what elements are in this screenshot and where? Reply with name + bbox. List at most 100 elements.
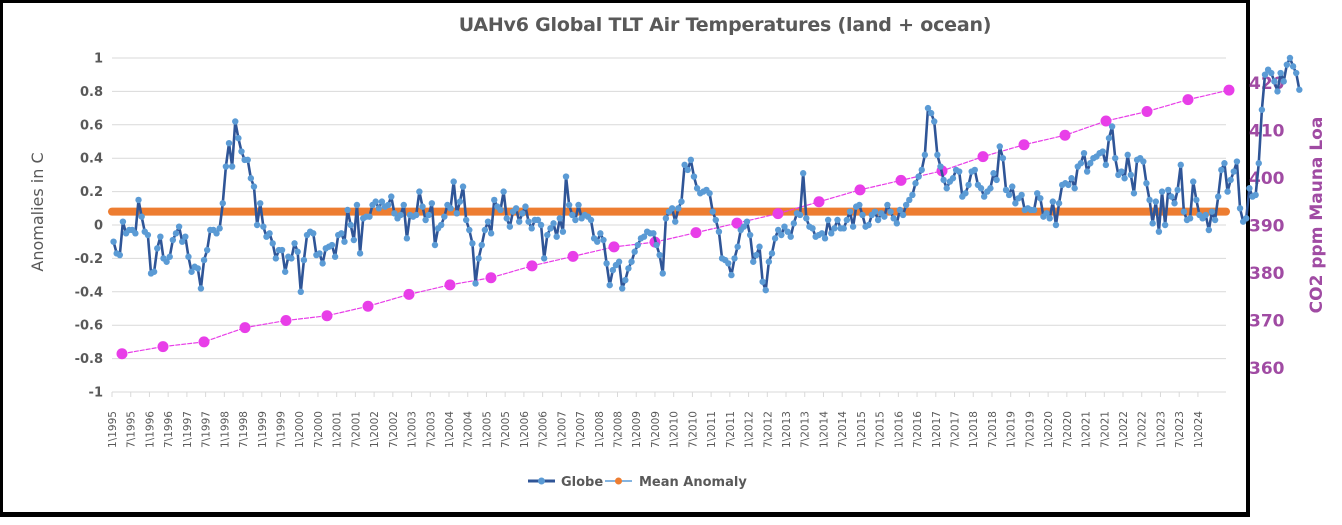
globe-point	[1271, 78, 1278, 85]
globe-point	[603, 260, 610, 267]
co2-point	[895, 174, 907, 186]
globe-point	[931, 118, 938, 125]
globe-point	[893, 220, 900, 227]
globe-point	[993, 176, 1000, 184]
globe-point	[597, 230, 604, 237]
globe-point	[188, 268, 195, 275]
globe-point	[328, 241, 336, 249]
globe-point	[784, 228, 791, 235]
globe-point	[203, 246, 211, 254]
globe-point	[1224, 188, 1231, 195]
legend: Globe Mean Anomaly	[528, 475, 747, 490]
x-tick-label: 7\2020	[1062, 411, 1074, 448]
co2-point	[403, 288, 415, 300]
globe-point	[640, 233, 648, 240]
globe-point	[1052, 221, 1060, 229]
co2-point	[198, 336, 210, 348]
y2-axis-label: CO2 ppm Mauna Loa	[1307, 117, 1327, 314]
x-tick-label: 7\2007	[575, 411, 587, 448]
globe-point	[297, 288, 304, 295]
globe-point	[1124, 151, 1131, 159]
globe-point	[1037, 195, 1044, 202]
globe-point	[528, 225, 535, 232]
legend-item-globe[interactable]: Globe	[528, 475, 603, 490]
globe-point	[1112, 155, 1119, 162]
legend-marker-globe	[538, 477, 545, 485]
globe-point	[650, 230, 657, 237]
globe-point	[1277, 69, 1284, 77]
x-tick-label: 1\2015	[856, 411, 868, 448]
y2-tick-label: 410	[1249, 122, 1285, 142]
globe-point	[1186, 215, 1194, 222]
globe-point	[912, 180, 919, 187]
globe-point	[831, 225, 838, 232]
globe-point	[272, 255, 280, 262]
globe-point	[1108, 123, 1116, 130]
globe-point	[447, 205, 454, 212]
co2-point	[1182, 94, 1194, 106]
x-tick-label: 1\1995	[107, 411, 119, 448]
globe-point	[859, 211, 866, 219]
globe-point	[1296, 86, 1303, 93]
y2-tick-label: 380	[1249, 264, 1285, 284]
globe-point	[656, 251, 663, 259]
x-tick-label: 7\2017	[950, 411, 962, 448]
co2-point	[157, 341, 169, 353]
globe-point	[765, 258, 773, 265]
globe-point	[1009, 183, 1016, 190]
globe-point	[144, 231, 152, 239]
globe-point	[709, 208, 716, 215]
globe-point	[185, 253, 192, 260]
globe-point	[1146, 196, 1153, 204]
y2-tick-label: 400	[1249, 169, 1285, 189]
globe-point	[1071, 185, 1078, 192]
globe-point	[506, 223, 514, 230]
y-tick-label: -0.8	[75, 352, 103, 367]
x-tick-label: 7\2004	[463, 411, 475, 448]
x-tick-label: 1\2016	[893, 411, 905, 448]
y2-tick-label: 370	[1249, 312, 1285, 332]
globe-point	[225, 139, 233, 147]
globe-point	[1205, 226, 1213, 234]
globe-point	[1152, 198, 1159, 205]
globe-point	[980, 193, 988, 200]
co2-point	[977, 151, 989, 163]
globe-point	[194, 265, 202, 272]
globe-point	[228, 163, 236, 170]
globe-point	[512, 205, 520, 212]
globe-point	[628, 258, 635, 265]
globe-point	[163, 258, 170, 265]
globe-point	[1168, 193, 1175, 200]
globe-point	[775, 226, 782, 234]
x-tick-label: 1\2022	[1118, 411, 1130, 448]
co2-point	[567, 250, 579, 262]
globe-point	[459, 183, 467, 190]
globe-point	[431, 241, 439, 249]
globe-point	[154, 245, 161, 252]
globe-point	[790, 220, 798, 227]
globe-point	[675, 205, 682, 212]
globe-point	[466, 226, 473, 234]
globe-point	[1046, 215, 1053, 222]
y-axis-label: Anomalies in C	[28, 152, 47, 271]
x-tick-label: 7\2021	[1099, 411, 1111, 448]
globe-point	[856, 201, 863, 209]
globe-point	[384, 201, 392, 209]
co2-point	[280, 315, 292, 326]
globe-point	[119, 218, 127, 225]
globe-point	[1077, 160, 1085, 167]
globe-point	[294, 248, 301, 255]
globe-point	[166, 253, 173, 260]
globe-point	[849, 223, 857, 230]
globe-point	[1127, 171, 1135, 179]
globe-point	[1252, 191, 1259, 199]
globe-point	[331, 253, 339, 260]
globe-point	[840, 225, 847, 232]
y-tick-label: 0.2	[80, 185, 103, 200]
legend-item-mean-anomaly[interactable]: Mean Anomaly	[605, 475, 747, 490]
co2-point	[444, 279, 456, 291]
globe-point	[438, 221, 445, 229]
globe-point	[1018, 191, 1025, 199]
globe-point	[569, 211, 576, 219]
x-tick-label: 7\2005	[500, 411, 512, 448]
